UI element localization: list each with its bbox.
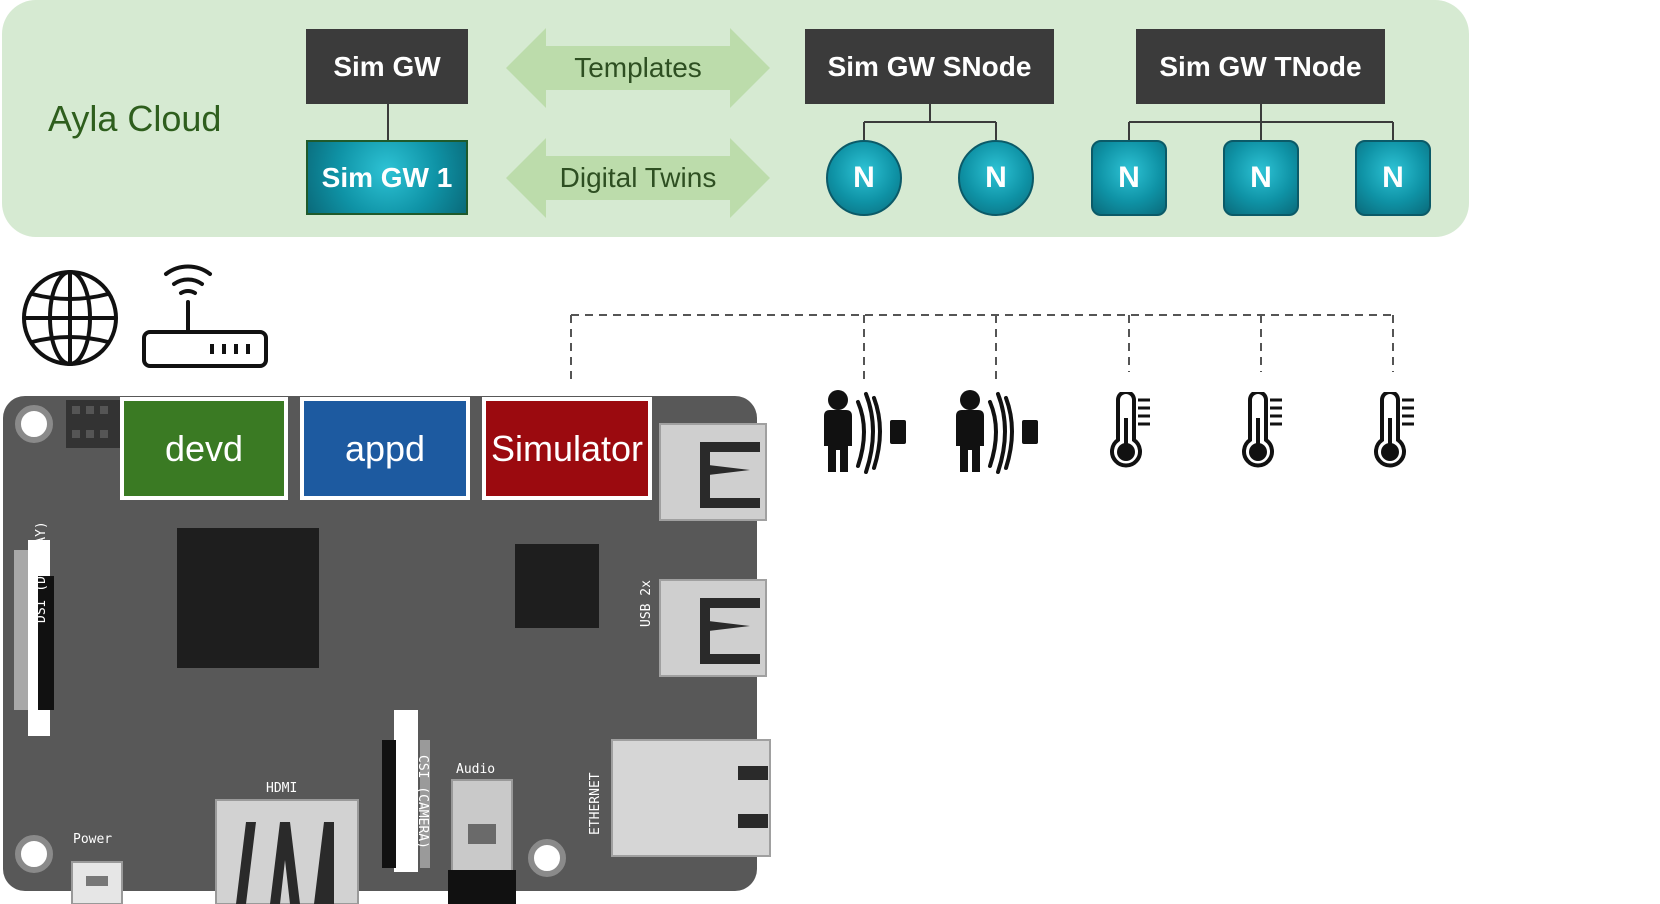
tnode-node-3: N [1355,140,1431,216]
router-icon [142,264,268,368]
thermometer-icon [1242,392,1282,468]
snode-node-2: N [958,140,1034,216]
thermometer-icon [1374,392,1414,468]
appd-box: appd [300,397,470,500]
device-links [570,314,1394,380]
templates-label: Templates [574,52,702,83]
csi-label: CSI (CAMERA) [415,755,430,849]
sim-gw-snode-box: Sim GW SNode [805,29,1054,104]
cloud-label: Ayla Cloud [48,98,222,139]
usb-label: USB 2x [639,580,654,627]
tnode-node-1: N [1091,140,1167,216]
tnode-node-2: N [1223,140,1299,216]
snode-node-1: N [826,140,902,216]
board-components [14,400,771,904]
sim-gw-1-box: Sim GW 1 [306,140,468,215]
audio-label: Audio [456,762,496,777]
digital-twins-arrow [506,138,770,218]
simulator-box: Simulator [482,397,652,500]
digital-twins-label: Digital Twins [559,162,717,193]
globe-icon [22,270,118,366]
sim-gw-tnode-box: Sim GW TNode [1136,29,1385,104]
devd-box: devd [120,397,288,500]
thermometer-icon [1110,392,1150,468]
templates-arrow [506,28,770,108]
sim-gw-box: Sim GW [306,29,468,104]
motion-sensor-icon [956,390,1038,474]
ethernet-label: ETHERNET [588,772,603,835]
dsi-label: DSI (DISPLAY) [34,521,49,623]
power-label: Power [73,832,113,847]
cloud-connectors [387,28,1394,218]
motion-sensor-icon [824,390,906,474]
hdmi-label: HDMI [266,781,298,796]
